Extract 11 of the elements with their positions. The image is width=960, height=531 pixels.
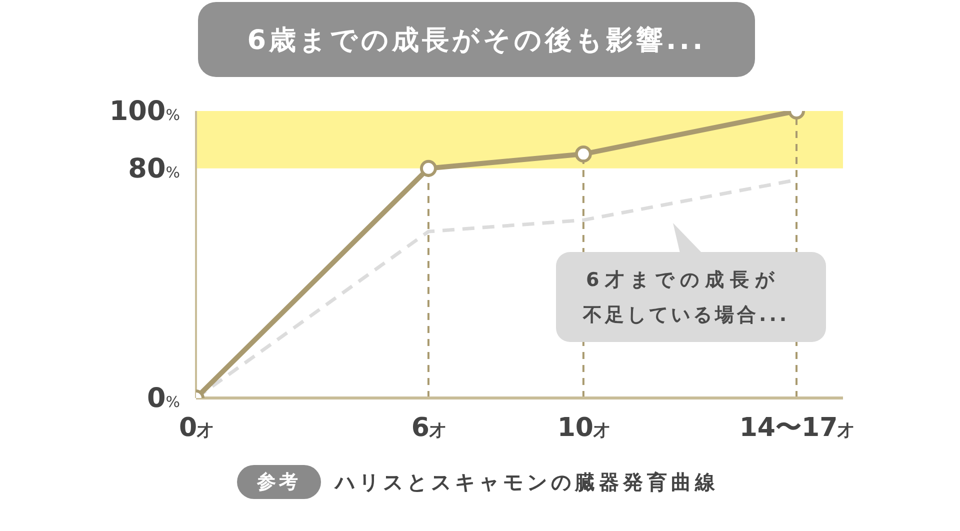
text: ハリスとスキャモンの臓器発育曲線	[335, 469, 719, 496]
chart-title: 6歳までの成長がその後も影響...	[198, 2, 755, 77]
annotation: 6才までの成長が不足している場合...	[583, 268, 791, 328]
y-tick-label: 100%	[109, 96, 180, 127]
x-tick-label: 6才	[411, 413, 446, 443]
text: 参考	[237, 465, 321, 499]
y-tick-label: 0%	[146, 383, 180, 414]
x-tick-label: 0才	[178, 413, 214, 443]
y-tick-label: 80%	[128, 153, 180, 184]
x-tick-label: 10才	[557, 413, 610, 443]
x-tick-label: 14〜17才	[739, 413, 854, 443]
